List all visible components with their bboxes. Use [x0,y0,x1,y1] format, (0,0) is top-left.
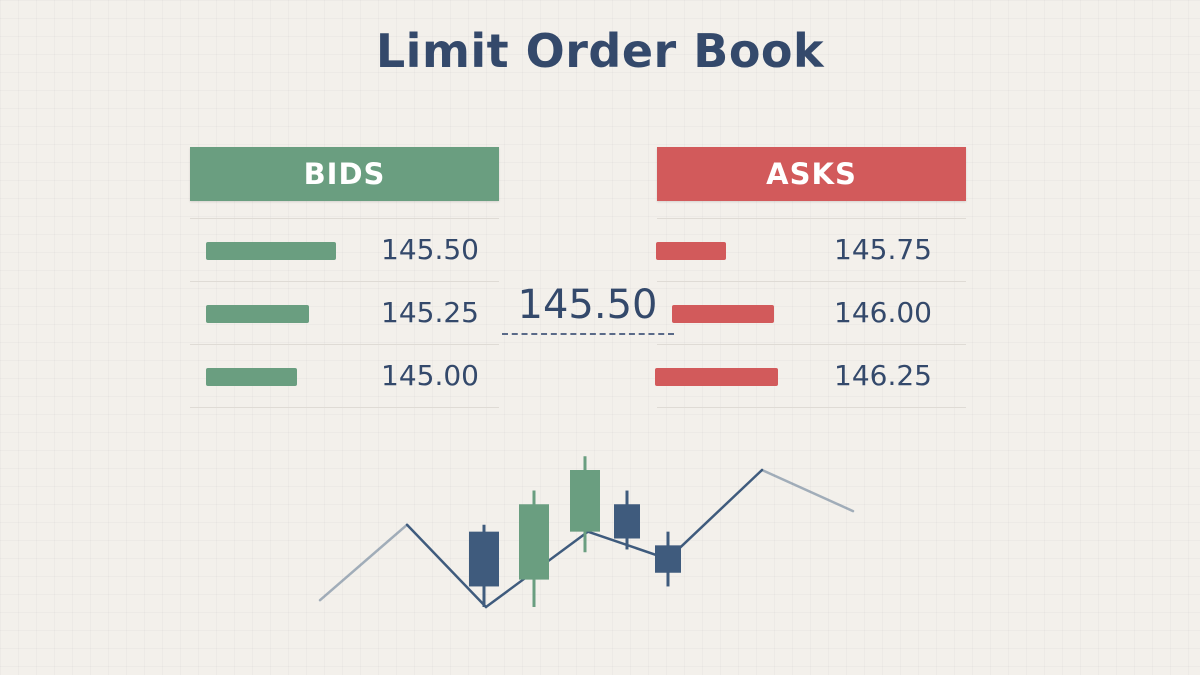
bid-price: 145.25 [381,296,479,329]
candle-body [614,504,640,539]
bid-depth-bar [206,305,309,323]
price-line-segment [760,468,855,513]
asks-header: ASKS [657,147,966,201]
ask-row: 146.25 [655,345,966,408]
ask-depth-bar [671,305,774,323]
asks-rows: 145.75 146.00 146.25 [655,218,966,408]
bid-row: 145.50 [190,219,499,282]
bids-rows: 145.50 145.25 145.00 [190,218,499,408]
bid-depth-bar [206,368,297,386]
asks-panel: ASKS 145.75 146.00 146.25 [655,147,966,408]
price-line-segment [318,523,409,602]
bid-depth-bar [206,242,336,260]
ask-row: 146.00 [657,282,966,345]
bid-price: 145.50 [381,233,479,266]
ask-price: 146.25 [834,359,932,392]
ask-row: 145.75 [655,219,966,282]
ask-price: 145.75 [834,233,932,266]
mid-price-divider [502,333,674,335]
bid-row: 145.00 [190,345,499,408]
ask-depth-bar [655,242,726,260]
bid-price: 145.00 [381,359,479,392]
bid-row: 145.25 [190,282,499,345]
candle-body [469,531,499,587]
bids-header: BIDS [190,147,499,201]
page-title: Limit Order Book [375,24,825,78]
candle-body [519,504,549,580]
ask-depth-bar [655,368,778,386]
mid-price: 145.50 [517,282,658,328]
candle-body [655,545,681,573]
bids-panel: BIDS 145.50 145.25 145.00 [190,147,499,408]
price-line-segment [405,523,488,609]
ask-price: 146.00 [834,296,932,329]
price-line-segment [666,468,764,561]
candle-body [570,470,600,532]
